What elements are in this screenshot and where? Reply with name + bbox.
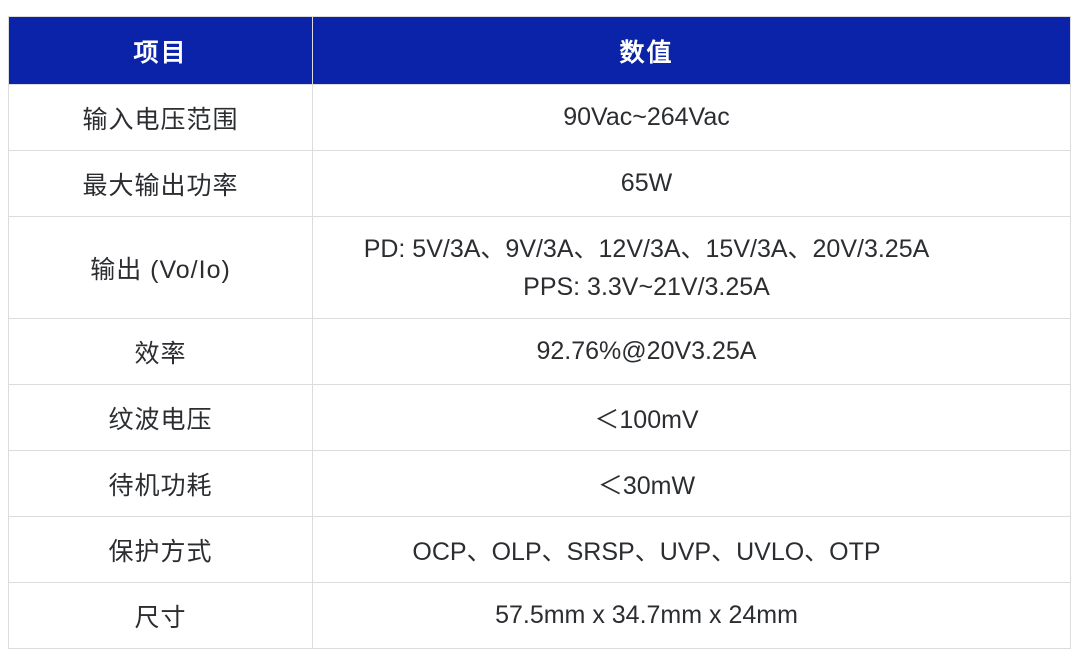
row-dimensions: 尺寸 57.5mm x 34.7mm x 24mm: [8, 582, 1071, 649]
output-pps-line: PPS: 3.3V~21V/3.25A: [523, 272, 770, 301]
spec-table-body: 输入电压范围 90Vac~264Vac 最大输出功率 65W 输出 (Vo/Io…: [8, 84, 1071, 649]
row-protection-methods: 保护方式 OCP、OLP、SRSP、UVP、UVLO、OTP: [8, 516, 1071, 583]
max-output-power-value: 65W: [312, 150, 1071, 217]
row-input-voltage-range: 输入电压范围 90Vac~264Vac: [8, 84, 1071, 151]
protection-methods-label: 保护方式: [8, 516, 313, 583]
spec-table-header: 项目 数值: [8, 16, 1071, 85]
dimensions-label: 尺寸: [8, 582, 313, 649]
row-max-output-power: 最大输出功率 65W: [8, 150, 1071, 217]
protection-methods-value: OCP、OLP、SRSP、UVP、UVLO、OTP: [312, 516, 1071, 583]
standby-power-label: 待机功耗: [8, 450, 313, 517]
standby-power-value: ＜30mW: [312, 450, 1071, 517]
row-efficiency: 效率 92.76%@20V3.25A: [8, 318, 1071, 385]
output-pd-line: PD: 5V/3A、9V/3A、12V/3A、15V/3A、20V/3.25A: [363, 234, 930, 263]
efficiency-label: 效率: [8, 318, 313, 385]
row-standby-power: 待机功耗 ＜30mW: [8, 450, 1071, 517]
max-output-power-label: 最大输出功率: [8, 150, 313, 217]
efficiency-value: 92.76%@20V3.25A: [312, 318, 1071, 385]
column-header-item: 项目: [8, 16, 313, 85]
row-ripple-voltage: 纹波电压 ＜100mV: [8, 384, 1071, 451]
input-voltage-range-label: 输入电压范围: [8, 84, 313, 151]
dimensions-value: 57.5mm x 34.7mm x 24mm: [312, 582, 1071, 649]
ripple-voltage-value: ＜100mV: [312, 384, 1071, 451]
column-header-value: 数值: [312, 16, 1071, 85]
output-vo-io-label: 输出 (Vo/Io): [8, 216, 313, 319]
input-voltage-range-value: 90Vac~264Vac: [312, 84, 1071, 151]
output-vo-io-value: PD: 5V/3A、9V/3A、12V/3A、15V/3A、20V/3.25A …: [312, 216, 1071, 319]
header-row: 项目 数值: [8, 16, 1071, 85]
spec-table: 项目 数值 输入电压范围 90Vac~264Vac 最大输出功率 65W 输出 …: [8, 16, 1071, 649]
row-output-vo-io: 输出 (Vo/Io) PD: 5V/3A、9V/3A、12V/3A、15V/3A…: [8, 216, 1071, 319]
ripple-voltage-label: 纹波电压: [8, 384, 313, 451]
